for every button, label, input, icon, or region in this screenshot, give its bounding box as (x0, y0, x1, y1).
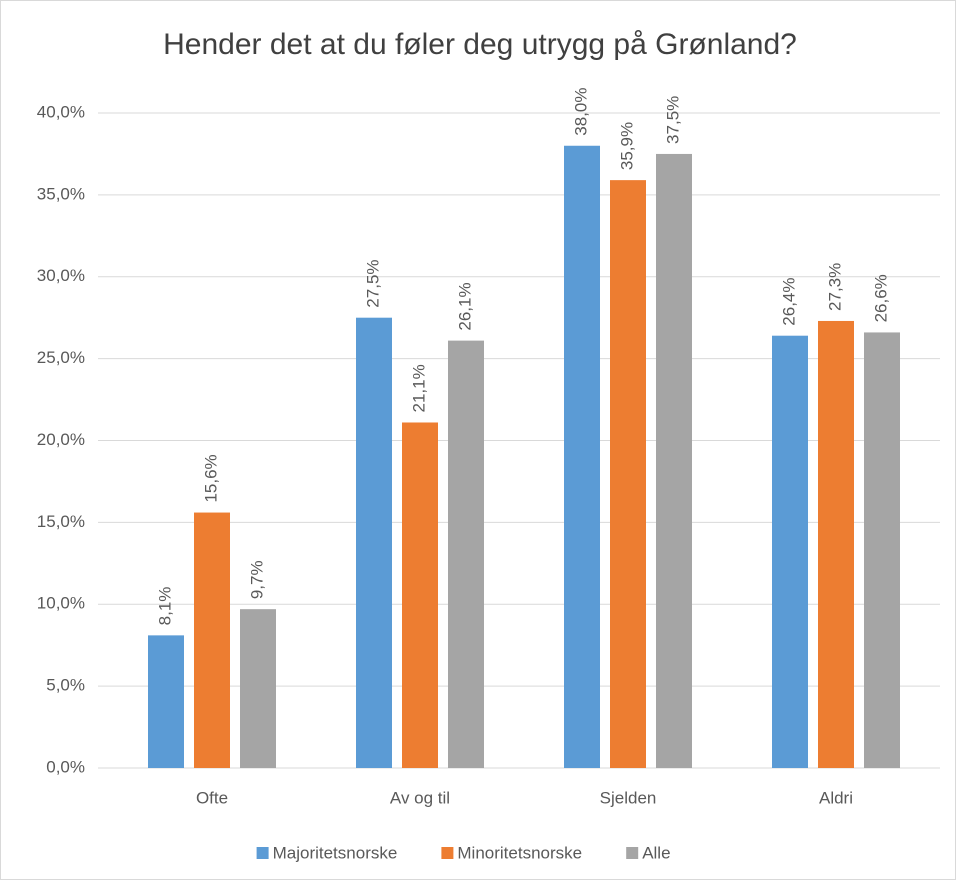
data-label: 26,6% (871, 274, 890, 322)
bar (240, 609, 276, 768)
data-label: 21,1% (409, 364, 428, 412)
y-tick-label: 15,0% (37, 512, 85, 531)
x-tick-label: Aldri (819, 788, 853, 807)
bar (402, 422, 438, 768)
x-tick-label: Av og til (390, 788, 450, 807)
bar (356, 317, 392, 768)
bar (564, 145, 600, 768)
data-label: 8,1% (155, 587, 174, 626)
data-label: 26,4% (779, 277, 798, 325)
y-tick-label: 25,0% (37, 348, 85, 367)
y-tick-label: 5,0% (46, 676, 85, 695)
bar (864, 332, 900, 768)
legend-label: Minoritetsnorske (457, 843, 582, 862)
y-tick-label: 10,0% (37, 594, 85, 613)
data-label: 26,1% (455, 282, 474, 330)
bar (772, 335, 808, 768)
data-label: 37,5% (663, 96, 682, 144)
data-label: 15,6% (201, 454, 220, 502)
legend-label: Alle (642, 843, 670, 862)
legend-swatch (626, 847, 639, 859)
data-label: 27,5% (363, 259, 382, 307)
bar (610, 180, 646, 768)
y-tick-label: 40,0% (37, 102, 85, 121)
bar (656, 153, 692, 768)
data-label: 27,3% (825, 263, 844, 311)
data-label: 38,0% (571, 88, 590, 136)
y-tick-label: 35,0% (37, 184, 85, 203)
legend-swatch (256, 847, 269, 859)
y-tick-label: 30,0% (37, 266, 85, 285)
data-label: 9,7% (247, 560, 266, 599)
x-tick-label: Ofte (196, 788, 228, 807)
legend-swatch (441, 847, 454, 859)
bar (194, 512, 230, 768)
data-label: 35,9% (617, 122, 636, 170)
x-tick-label: Sjelden (600, 788, 657, 807)
bar (818, 320, 854, 768)
y-tick-label: 0,0% (46, 757, 85, 776)
legend-label: Majoritetsnorske (273, 843, 398, 862)
y-tick-label: 20,0% (37, 430, 85, 449)
bar (448, 340, 484, 768)
bar (148, 635, 184, 768)
chart-title: Hender det at du føler deg utrygg på Grø… (163, 28, 797, 61)
